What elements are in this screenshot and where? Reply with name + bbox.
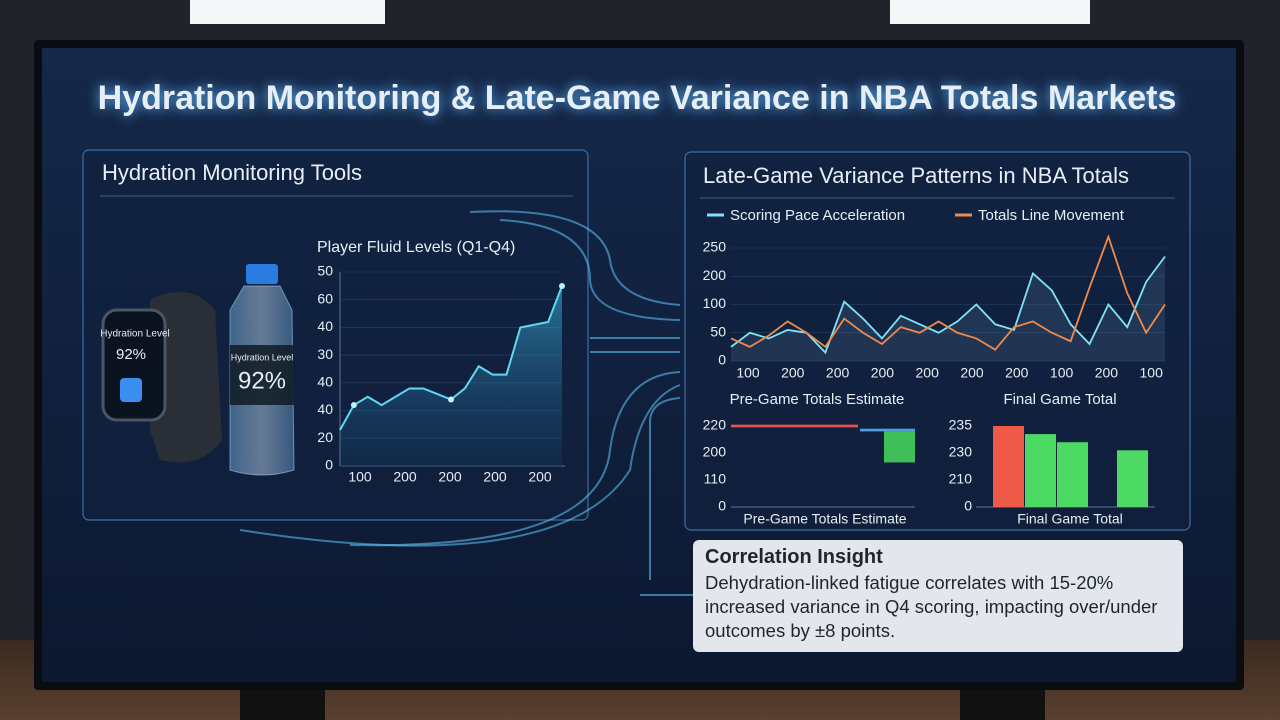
pregame-segment (860, 428, 915, 432)
chart-title: Player Fluid Levels (Q1-Q4) (317, 239, 515, 256)
final-bar (1025, 434, 1056, 507)
y-tick-label: 250 (703, 239, 727, 255)
insight-box: Correlation Insight Dehydration-linked f… (693, 540, 1183, 652)
y-tick-label: 30 (317, 346, 333, 362)
variance-line (730, 233, 1166, 351)
y-tick-label: 0 (964, 498, 972, 514)
y-tick-label: 40 (317, 401, 333, 417)
y-tick-label: 60 (317, 290, 333, 306)
band-label: Hydration Level (100, 329, 169, 340)
fluid-area (340, 285, 562, 466)
y-tick-label: 210 (949, 471, 973, 487)
x-tick-label: 200 (438, 469, 462, 485)
y-tick-label: 235 (949, 417, 973, 433)
y-tick-label: 200 (703, 444, 727, 460)
connectors (239, 210, 700, 596)
ceiling-light (890, 0, 1090, 24)
bottle-reading: 92% (238, 367, 286, 394)
y-tick-label: 200 (703, 267, 727, 283)
band-screen (101, 308, 167, 422)
band-reading: 92% (116, 346, 146, 363)
y-tick-label: 0 (718, 498, 726, 514)
x-tick-label: 200 (781, 365, 805, 381)
y-tick-label: 20 (317, 429, 333, 445)
axis-label: Final Game Total (1017, 511, 1123, 527)
x-tick-label: 100 (1140, 365, 1164, 381)
x-tick-label: 200 (483, 469, 507, 485)
panel-title: Late-Game Variance Patterns in NBA Total… (703, 163, 1129, 188)
axis-label: Pre-Game Totals Estimate (743, 511, 906, 527)
chart-title: Pre-Game Totals Estimate (730, 391, 905, 408)
y-tick-label: 50 (317, 263, 333, 279)
pregame-segment (731, 424, 858, 428)
x-tick-label: 200 (1095, 365, 1119, 381)
bottle-cap (246, 264, 278, 284)
y-tick-label: 40 (317, 318, 333, 334)
x-tick-label: 200 (826, 365, 850, 381)
x-tick-label: 200 (916, 365, 940, 381)
panel-title: Hydration Monitoring Tools (102, 160, 362, 185)
x-tick-label: 200 (960, 365, 984, 381)
x-tick-label: 200 (871, 365, 895, 381)
y-tick-label: 230 (949, 444, 973, 460)
legend-label: Totals Line Movement (978, 207, 1125, 224)
legend-label: Scoring Pace Acceleration (730, 207, 905, 224)
bottle-label: Hydration Level (231, 352, 294, 362)
ceiling-light (190, 0, 385, 24)
y-tick-label: 220 (703, 417, 727, 433)
y-tick-label: 40 (317, 374, 333, 390)
pregame-segment (884, 431, 915, 463)
y-tick-label: 100 (703, 295, 727, 311)
y-tick-label: 110 (704, 471, 727, 487)
final-bar (993, 426, 1024, 507)
insight-text: Dehydration-linked fatigue correlates wi… (705, 572, 1158, 641)
x-tick-label: 200 (393, 469, 417, 485)
x-tick-label: 100 (736, 365, 760, 381)
fluid-point (350, 402, 357, 409)
chart-title: Final Game Total (1003, 391, 1116, 408)
x-tick-label: 200 (528, 469, 552, 485)
x-tick-label: 100 (1050, 365, 1074, 381)
final-bar (1117, 450, 1148, 507)
main-title: Hydration Monitoring & Late-Game Varianc… (98, 79, 1177, 117)
bottle-label-bg (230, 345, 294, 405)
y-tick-label: 50 (710, 323, 726, 339)
fluid-point (448, 396, 454, 403)
fluid-point (559, 282, 565, 289)
band-strap (150, 292, 222, 463)
right-panel (684, 151, 1191, 531)
y-tick-label: 0 (325, 457, 333, 473)
insight-title: Correlation Insight (705, 546, 883, 568)
final-bar (1057, 442, 1088, 507)
x-tick-label: 200 (1005, 365, 1029, 381)
band-icon (120, 378, 142, 402)
y-tick-label: 0 (718, 352, 726, 368)
x-tick-label: 100 (348, 469, 372, 485)
